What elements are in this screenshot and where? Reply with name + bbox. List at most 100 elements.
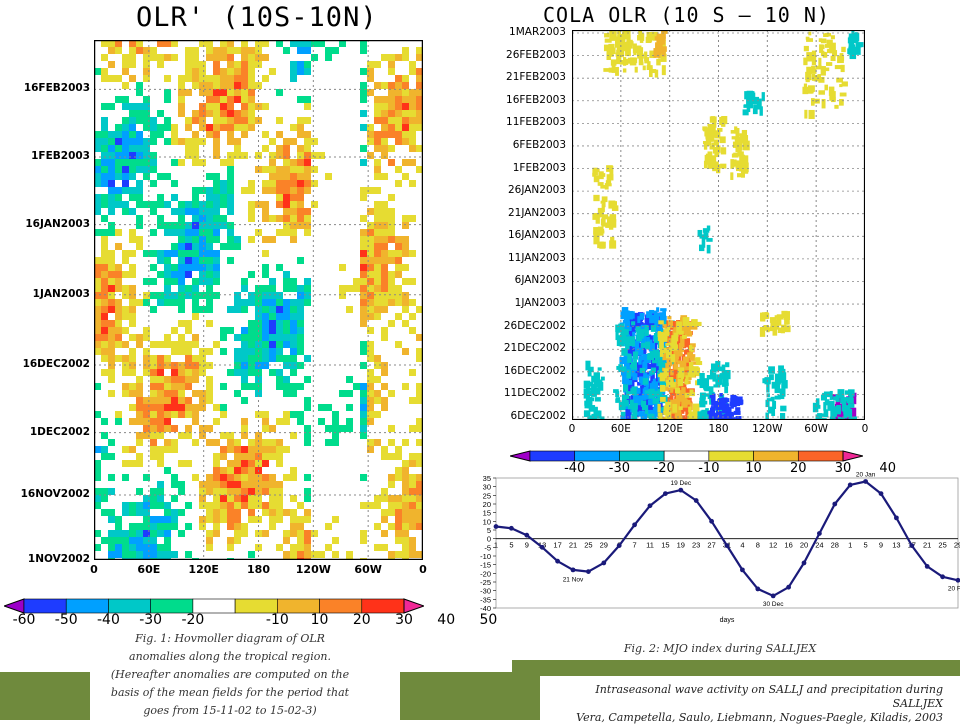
- heat-cell: [276, 341, 283, 348]
- heat-cell: [624, 400, 629, 407]
- heat-cell: [262, 530, 269, 537]
- heat-cell: [395, 96, 402, 103]
- heat-cell: [374, 236, 381, 243]
- heat-cell: [665, 343, 672, 346]
- heat-cell: [374, 495, 381, 502]
- heat-cell: [621, 412, 626, 416]
- heat-cell: [818, 90, 825, 94]
- heat-cell: [304, 222, 311, 229]
- heat-cell: [192, 418, 199, 425]
- heat-cell: [115, 271, 122, 278]
- heat-cell: [192, 222, 199, 229]
- heat-cell: [290, 75, 297, 82]
- heat-cell: [206, 285, 213, 292]
- heat-cell: [811, 66, 815, 72]
- heat-cell: [780, 406, 786, 412]
- heat-cell: [164, 439, 171, 446]
- heat-cell: [262, 208, 269, 215]
- heat-cell: [395, 271, 402, 278]
- heat-cell: [360, 320, 367, 327]
- heat-cell: [164, 376, 171, 383]
- heat-cell: [659, 48, 664, 52]
- heat-cell: [213, 194, 220, 201]
- heat-cell: [164, 530, 171, 537]
- heat-cell: [220, 243, 227, 250]
- heat-cell: [662, 324, 666, 328]
- heat-cell: [841, 47, 846, 52]
- heat-cell: [395, 516, 402, 523]
- heat-cell: [192, 264, 199, 271]
- heat-cell: [220, 334, 227, 341]
- heat-cell: [402, 222, 409, 229]
- heat-cell: [213, 173, 220, 180]
- heat-cell: [297, 159, 304, 166]
- heat-cell: [290, 187, 297, 194]
- heat-cell: [683, 317, 690, 326]
- heat-cell: [632, 332, 635, 336]
- heat-cell: [402, 89, 409, 96]
- heat-cell: [164, 355, 171, 362]
- heat-cell: [101, 257, 108, 264]
- heat-cell: [402, 117, 409, 124]
- heat-cell: [164, 502, 171, 509]
- heat-cell: [171, 243, 178, 250]
- heat-cell: [220, 159, 227, 166]
- heat-cell: [613, 389, 619, 393]
- heat-cell: [150, 397, 157, 404]
- heat-cell: [360, 194, 367, 201]
- heat-cell: [199, 229, 206, 236]
- heat-cell: [115, 551, 122, 558]
- heat-cell: [108, 271, 115, 278]
- mjo-y-tick-label: 5: [487, 526, 491, 535]
- heat-cell: [213, 54, 220, 61]
- mjo-point: [555, 559, 560, 564]
- mjo-x-tick-label: 13: [892, 541, 900, 550]
- heat-cell: [157, 495, 164, 502]
- heat-cell: [395, 537, 402, 544]
- heat-cell: [409, 68, 416, 75]
- heat-cell: [269, 334, 276, 341]
- heat-cell: [157, 530, 164, 537]
- heat-cell: [164, 222, 171, 229]
- heat-cell: [297, 61, 304, 68]
- heat-cell: [199, 208, 206, 215]
- heat-cell: [715, 361, 720, 367]
- heat-cell: [171, 474, 178, 481]
- heat-cell: [234, 124, 241, 131]
- heat-cell: [621, 44, 628, 49]
- heat-cell: [381, 327, 388, 334]
- heat-cell: [108, 257, 115, 264]
- heat-cell: [157, 54, 164, 61]
- heat-cell: [150, 201, 157, 208]
- heat-cell: [178, 285, 185, 292]
- heat-cell: [381, 278, 388, 285]
- left-colorbar-label: 20: [353, 612, 371, 628]
- heat-cell: [213, 152, 220, 159]
- heat-cell: [304, 208, 311, 215]
- heat-cell: [115, 313, 122, 320]
- heat-cell: [626, 391, 630, 399]
- heat-cell: [297, 292, 304, 299]
- heat-cell: [157, 516, 164, 523]
- heat-cell: [136, 82, 143, 89]
- heat-cell: [671, 354, 675, 362]
- heat-cell: [129, 390, 136, 397]
- heat-cell: [227, 236, 234, 243]
- heat-cell: [311, 551, 318, 558]
- heat-cell: [192, 54, 199, 61]
- heat-cell: [129, 285, 136, 292]
- heat-cell: [625, 343, 629, 349]
- heat-cell: [402, 124, 409, 131]
- heat-cell: [227, 488, 234, 495]
- heat-cell: [290, 516, 297, 523]
- heat-cell: [101, 250, 108, 257]
- heat-cell: [409, 313, 416, 320]
- heat-cell: [304, 61, 311, 68]
- heat-cell: [129, 313, 136, 320]
- right-x-tick-label: 120W: [752, 423, 782, 435]
- right-y-tick-label: 6FEB2003: [470, 139, 566, 151]
- heat-cell: [192, 313, 199, 320]
- heat-cell: [780, 413, 785, 419]
- heat-cell: [136, 530, 143, 537]
- heat-cell: [234, 369, 241, 376]
